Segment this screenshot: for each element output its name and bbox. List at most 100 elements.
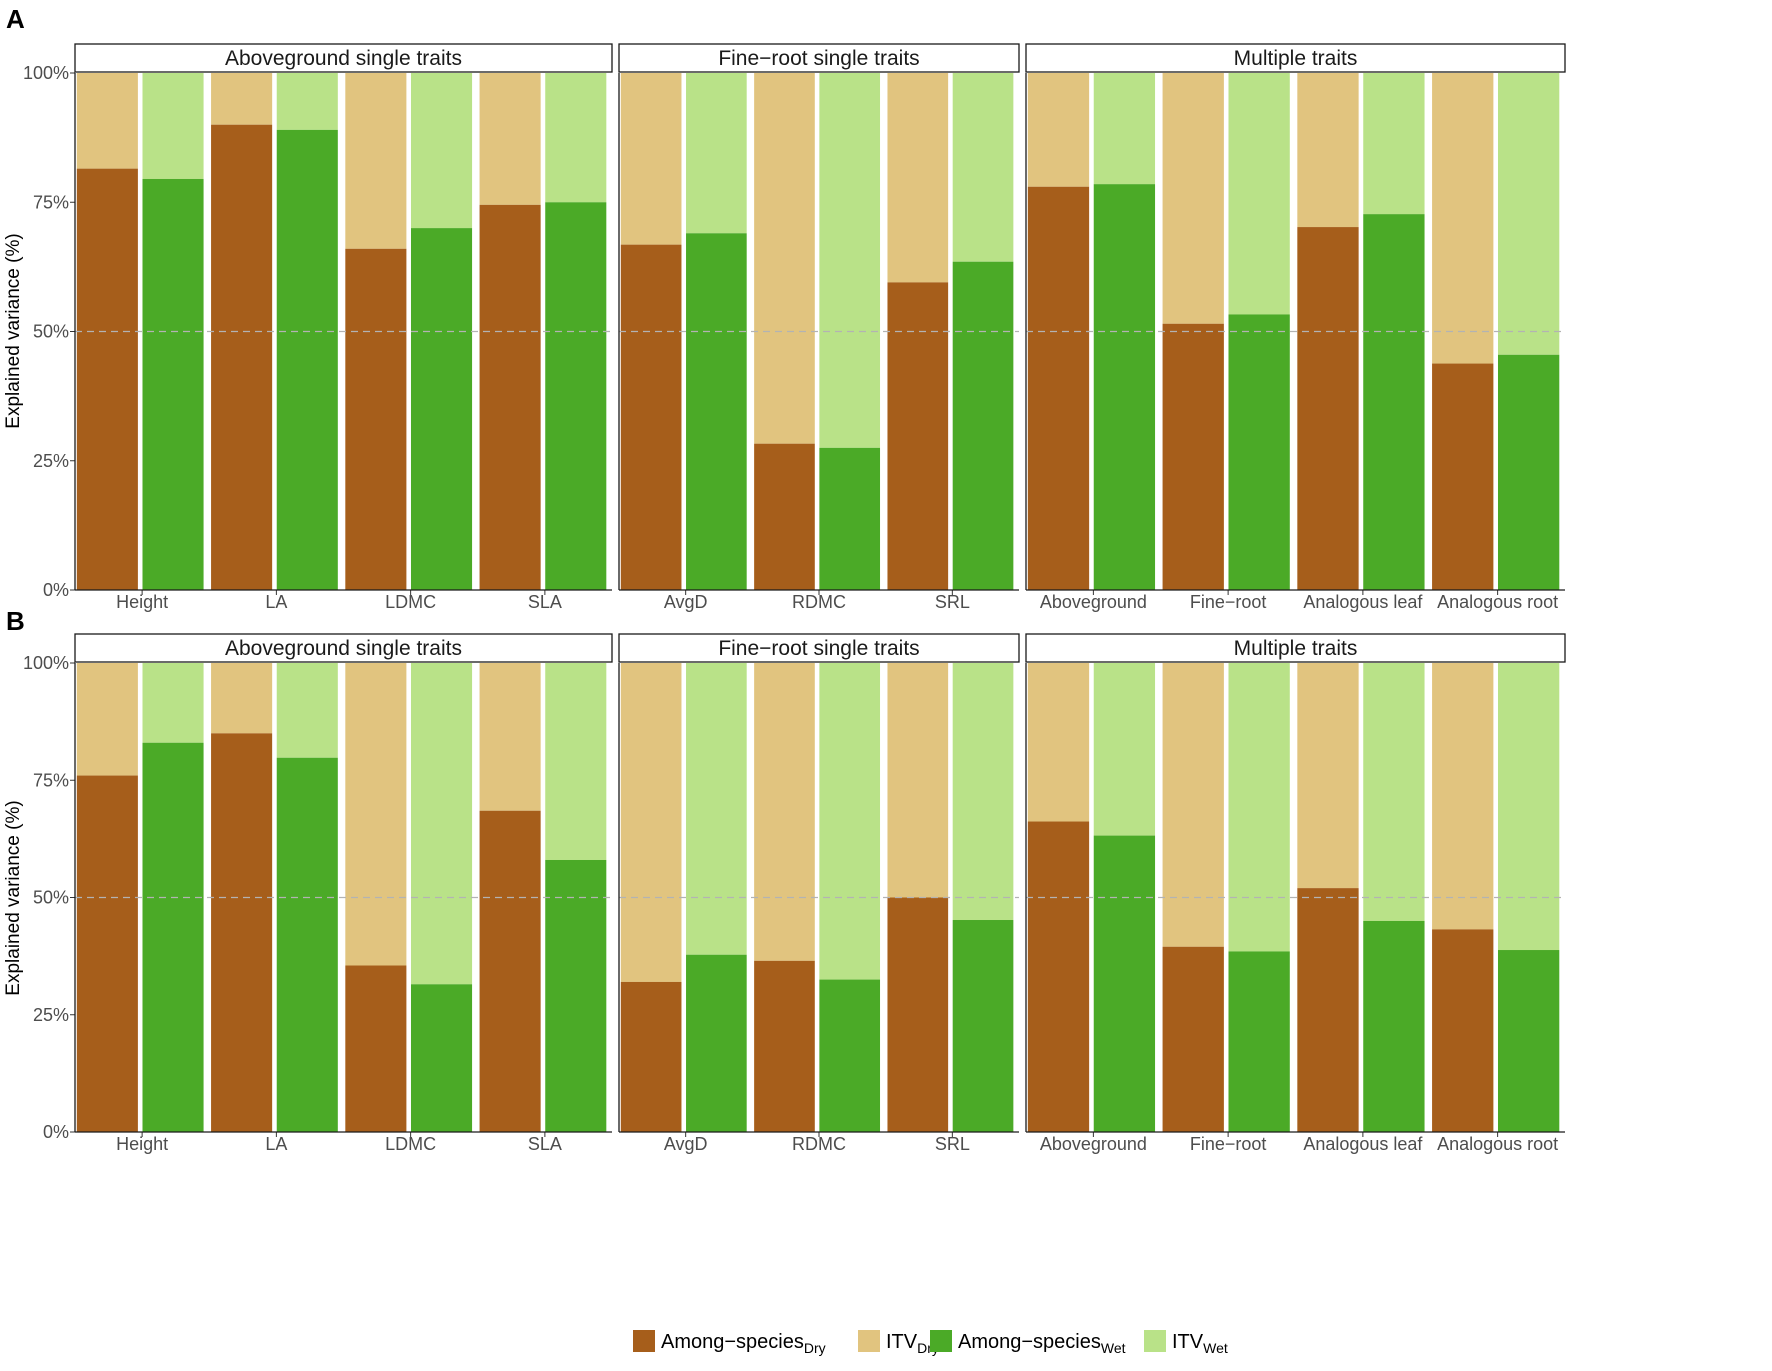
bar-among-species-wet	[1228, 951, 1290, 1132]
bar-itv-dry	[76, 663, 138, 776]
x-tick-label: Analogous leaf	[1303, 592, 1423, 612]
legend-label: ITVWet	[1172, 1331, 1228, 1356]
bar-itv-wet	[1228, 663, 1290, 952]
bar-itv-dry	[754, 73, 815, 444]
bar-among-species-wet	[1093, 184, 1156, 590]
bar-among-species-dry	[620, 244, 682, 591]
x-tick-label: Fine−root	[1190, 592, 1267, 612]
facet-1: Aboveground single traits Height LA LDMC SLA	[74, 633, 613, 1154]
legend-swatch	[930, 1330, 952, 1352]
bar-itv-dry	[620, 73, 682, 245]
legend-label-main: Among−species	[661, 1331, 804, 1353]
bar-itv-dry	[1162, 663, 1224, 947]
y-tick-label: 25%	[33, 451, 69, 471]
x-tick-label: LA	[265, 592, 287, 612]
bar-itv-wet	[1093, 663, 1156, 836]
bar-among-species-dry	[345, 248, 407, 590]
bar-among-species-wet	[142, 178, 204, 591]
bar-among-species-dry	[479, 204, 541, 590]
bar-itv-wet	[819, 73, 881, 448]
bar-among-species-dry	[620, 981, 682, 1132]
x-tick-label: Aboveground	[1040, 592, 1147, 612]
bar-among-species-wet	[142, 742, 204, 1132]
x-tick-label: Aboveground	[1040, 1134, 1147, 1154]
legend-swatch	[1144, 1330, 1166, 1352]
facet-title: Multiple traits	[1234, 637, 1358, 660]
bar-among-species-dry	[76, 168, 138, 590]
facet-3: Multiple traits Aboveground Fine−root Analo…	[1025, 633, 1566, 1154]
bar-itv-wet	[1093, 73, 1156, 185]
x-tick-label: LA	[265, 1134, 287, 1154]
bar-itv-dry	[1297, 663, 1359, 889]
legend-swatch	[858, 1330, 880, 1352]
x-tick-label: Analogous leaf	[1303, 1134, 1423, 1154]
x-tick-label: Height	[116, 592, 168, 612]
bar-itv-wet	[276, 663, 338, 758]
bar-among-species-dry	[345, 965, 407, 1132]
legend-label-main: ITV	[1172, 1331, 1204, 1353]
legend-item-among-wet: Among−speciesWet	[930, 1330, 1126, 1356]
x-tick-label: AvgD	[664, 1134, 708, 1154]
x-tick-label: Height	[116, 1134, 168, 1154]
bar-among-species-dry	[1297, 888, 1359, 1132]
bar-among-species-wet	[686, 954, 747, 1132]
bar-itv-dry	[479, 663, 541, 811]
x-tick-label: AvgD	[664, 592, 708, 612]
bar-among-species-wet	[1363, 920, 1425, 1132]
facet-3: Multiple traits Aboveground Fine−root Analo…	[1025, 43, 1566, 612]
legend-item-itv-wet: ITVWet	[1144, 1330, 1228, 1356]
bar-among-species-dry	[1162, 946, 1224, 1132]
facet-2: Fine−root single traits AvgD RDMC SRL	[618, 43, 1020, 612]
bar-among-species-dry	[1432, 929, 1494, 1132]
legend: Among−speciesDry ITVDry Among−speciesWet IT…	[633, 1330, 1228, 1356]
bar-itv-wet	[545, 73, 607, 203]
y-tick-label: 100%	[23, 63, 69, 83]
facet-title: Aboveground single traits	[225, 637, 462, 660]
x-tick-label: LDMC	[385, 1134, 436, 1154]
bar-itv-wet	[686, 73, 747, 234]
facet-strip	[74, 633, 613, 663]
bar-among-species-wet	[819, 979, 881, 1132]
bar-among-species-wet	[1228, 314, 1290, 590]
y-tick-label: 0%	[43, 1122, 69, 1142]
facet-strip	[1025, 633, 1566, 663]
bar-among-species-dry	[211, 733, 273, 1132]
bar-itv-dry	[1162, 73, 1224, 324]
facet-title: Multiple traits	[1234, 47, 1358, 70]
facet-2: Fine−root single traits AvgD RDMC SRL	[618, 633, 1020, 1154]
bar-among-species-wet	[276, 129, 338, 590]
legend-item-itv-dry: ITVDry	[858, 1330, 939, 1356]
bar-among-species-dry	[1027, 186, 1090, 591]
bar-itv-dry	[76, 73, 138, 169]
facet-title: Fine−root single traits	[718, 637, 919, 660]
bar-among-species-wet	[952, 261, 1014, 590]
legend-swatch	[633, 1330, 655, 1352]
legend-label-subscript: Dry	[804, 1340, 826, 1356]
y-tick-label: 100%	[23, 653, 69, 673]
bar-itv-wet	[819, 663, 881, 980]
bar-itv-wet	[142, 663, 204, 743]
legend-label-subscript: Wet	[1101, 1340, 1126, 1356]
bar-among-species-dry	[479, 810, 541, 1132]
bar-itv-dry	[887, 663, 949, 898]
bar-among-species-dry	[211, 124, 273, 590]
y-tick-label: 75%	[33, 770, 69, 790]
bar-among-species-wet	[1497, 950, 1560, 1132]
legend-label: Among−speciesDry	[661, 1331, 826, 1356]
bar-among-species-wet	[410, 984, 473, 1132]
bar-itv-dry	[754, 663, 815, 961]
bar-itv-wet	[410, 73, 473, 229]
bar-among-species-wet	[1093, 835, 1156, 1132]
legend-label-main: Among−species	[958, 1331, 1101, 1353]
bar-among-species-wet	[1363, 214, 1425, 591]
bar-itv-dry	[1027, 73, 1090, 187]
bar-itv-dry	[620, 663, 682, 982]
bar-itv-wet	[1228, 73, 1290, 315]
legend-label: Among−speciesWet	[958, 1331, 1126, 1356]
bar-itv-wet	[1497, 663, 1560, 951]
bar-among-species-dry	[76, 775, 138, 1132]
bar-itv-wet	[410, 663, 473, 985]
legend-label-subscript: Wet	[1203, 1340, 1228, 1356]
bar-among-species-dry	[754, 960, 815, 1132]
